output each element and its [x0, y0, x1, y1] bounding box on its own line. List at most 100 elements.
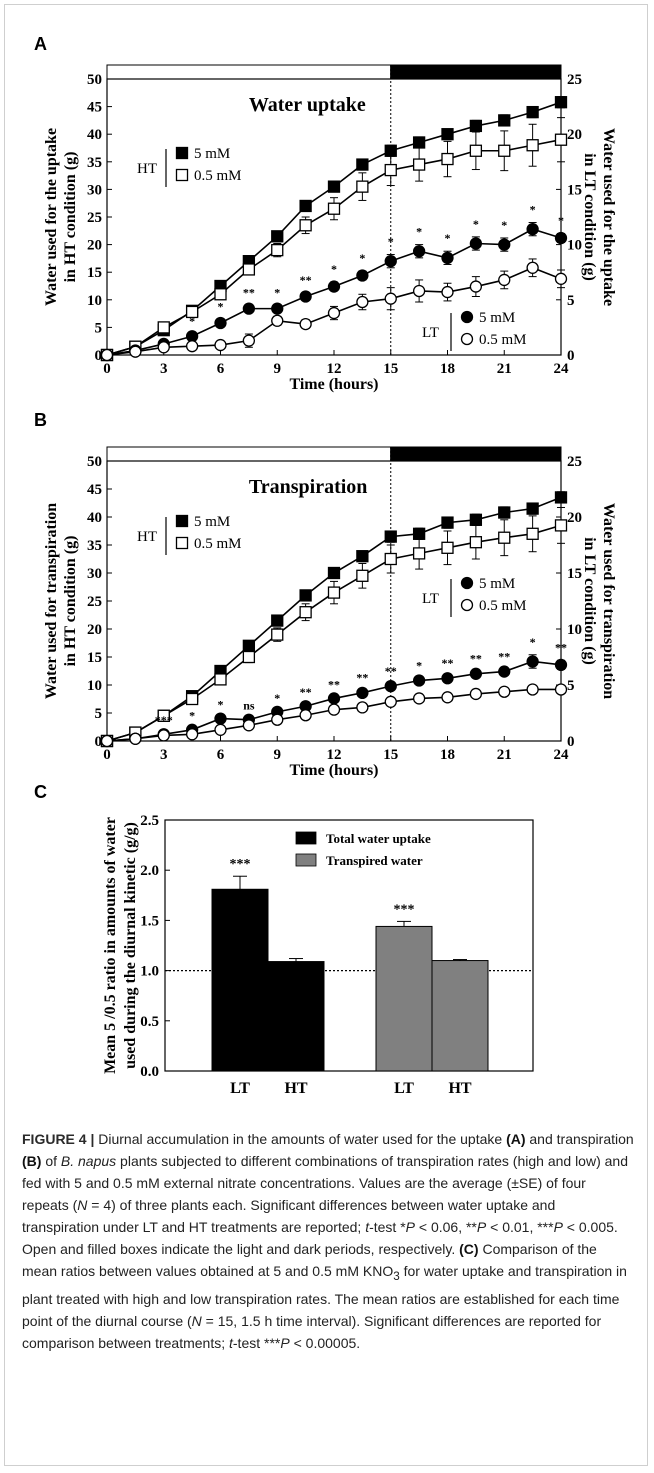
caption-text: -test ***	[233, 1335, 280, 1351]
legend-marker	[462, 600, 473, 611]
y-tick-label: 1.5	[140, 913, 159, 929]
panel-letter-a: A	[34, 34, 47, 54]
significance-label: *	[218, 300, 224, 314]
y-left-axis-title: Water used for transpiration in HT condit…	[43, 503, 79, 699]
legend-entry: 0.5 mM	[194, 536, 242, 552]
significance-label: ***	[394, 902, 415, 917]
panel-letter-b: B	[34, 410, 47, 430]
y-left-tick-label: 10	[87, 678, 102, 694]
data-point	[527, 224, 538, 235]
data-point	[329, 203, 340, 214]
x-tick-label: 18	[440, 361, 455, 377]
significance-label: **	[243, 285, 255, 299]
data-point	[470, 238, 481, 249]
y-tick-label: 1.0	[140, 964, 159, 980]
y-left-tick-label: 20	[87, 238, 102, 254]
data-point	[272, 231, 283, 242]
data-point	[272, 714, 283, 725]
data-point	[272, 315, 283, 326]
legend-marker	[177, 170, 188, 181]
data-point	[300, 220, 311, 231]
legend-entry: Total water uptake	[326, 831, 431, 846]
data-point	[329, 704, 340, 715]
data-point	[130, 346, 141, 357]
data-point	[357, 270, 368, 281]
data-point	[470, 514, 481, 525]
data-point	[442, 517, 453, 528]
data-point	[527, 684, 538, 695]
data-point	[215, 317, 226, 328]
y-left-axis-title-line: Water used for the uptake	[43, 128, 60, 306]
category-label: LT	[230, 1080, 250, 1097]
y-right-axis-title-line: Water used for transpiration	[600, 503, 617, 699]
y-left-tick-label: 20	[87, 622, 102, 638]
data-point	[442, 287, 453, 298]
y-right-tick-label: 15	[567, 182, 582, 198]
legend-group-label: LT	[422, 325, 439, 341]
y-axis-title: Mean 5 /0.5 ratio in amounts of water use…	[102, 817, 139, 1074]
data-point	[329, 308, 340, 319]
data-point	[385, 165, 396, 176]
significance-label: ns	[243, 699, 255, 713]
significance-label: **	[385, 664, 397, 678]
legend-group-label: HT	[137, 529, 157, 545]
y-right-axis-title-line: Water used for the uptake	[600, 128, 617, 306]
bar	[432, 961, 488, 1071]
x-tick-label: 12	[327, 747, 342, 763]
data-point	[215, 724, 226, 735]
data-point	[158, 342, 169, 353]
data-point	[272, 245, 283, 256]
legend-marker	[462, 334, 473, 345]
data-point	[385, 256, 396, 267]
data-point	[187, 341, 198, 352]
y-left-tick-label: 40	[87, 127, 102, 143]
data-point	[158, 730, 169, 741]
data-point	[187, 729, 198, 740]
legend-marker	[177, 148, 188, 159]
significance-label: *	[445, 231, 451, 245]
y-tick-label: 2.0	[140, 863, 159, 879]
data-point	[527, 503, 538, 514]
y-right-axis-title-line: in LT condition (g)	[581, 537, 598, 665]
data-point	[357, 702, 368, 713]
dark-period-box	[391, 447, 561, 461]
legend-marker	[462, 578, 473, 589]
legend-entry: 5 mM	[194, 146, 230, 162]
significance-label: *	[473, 217, 479, 231]
data-point	[102, 350, 113, 361]
light-period-box	[107, 447, 391, 461]
y-left-tick-label: 35	[87, 538, 102, 554]
y-left-tick-label: 5	[95, 320, 103, 336]
data-point	[357, 687, 368, 698]
dark-period-box	[391, 65, 561, 79]
y-left-axis-title-line: Water used for transpiration	[43, 503, 60, 699]
y-left-tick-label: 45	[87, 100, 102, 116]
data-point	[385, 293, 396, 304]
data-point	[300, 200, 311, 211]
y-right-axis-title-line: in LT condition (g)	[581, 153, 598, 281]
data-point	[556, 97, 567, 108]
data-point	[442, 129, 453, 140]
y-right-tick-label: 0	[567, 348, 575, 364]
data-point	[243, 303, 254, 314]
y-left-tick-label: 45	[87, 482, 102, 498]
caption-label: FIGURE 4 |	[22, 1131, 94, 1147]
significance-label: *	[189, 314, 195, 328]
data-point	[499, 239, 510, 250]
y-axis-title-line: Mean 5 /0.5 ratio in amounts of water	[102, 817, 119, 1074]
y-left-tick-label: 35	[87, 155, 102, 171]
data-point	[556, 520, 567, 531]
chart-title: Water uptake	[249, 94, 366, 116]
x-tick-label: 6	[217, 747, 225, 763]
data-point	[243, 652, 254, 663]
y-left-tick-label: 40	[87, 510, 102, 526]
y-right-tick-label: 0	[567, 734, 575, 750]
x-tick-label: 12	[327, 361, 342, 377]
caption-text: Diurnal accumulation in the amounts of w…	[94, 1131, 506, 1147]
data-point	[527, 107, 538, 118]
data-point	[556, 232, 567, 243]
legend-marker	[177, 538, 188, 549]
data-point	[414, 675, 425, 686]
x-tick-label: 3	[160, 747, 168, 763]
data-point	[556, 492, 567, 503]
